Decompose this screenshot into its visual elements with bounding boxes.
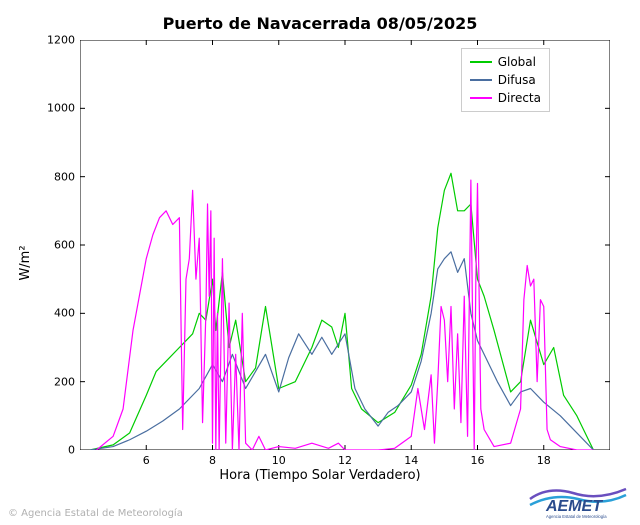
x-tick-label: 18 (537, 454, 551, 467)
series-difusa (90, 252, 594, 450)
x-tick-label: 12 (338, 454, 352, 467)
series-lines (90, 173, 594, 450)
x-tick-label: 6 (143, 454, 150, 467)
legend-swatch-directa (470, 97, 492, 99)
logo-subtext: Agencia Estatal de Meteorología (546, 514, 607, 519)
y-tick-label: 200 (35, 375, 75, 388)
chart-title: Puerto de Navacerrada 08/05/2025 (0, 14, 640, 33)
x-tick-label: 10 (272, 454, 286, 467)
legend: Global Difusa Directa (461, 48, 550, 112)
series-global (90, 173, 594, 450)
x-tick-label: 16 (471, 454, 485, 467)
x-tick-label: 14 (404, 454, 418, 467)
legend-swatch-difusa (470, 79, 492, 81)
y-axis-label: W/m² (18, 245, 33, 280)
legend-swatch-global (470, 61, 492, 63)
x-tick-label: 8 (209, 454, 216, 467)
y-tick-label: 800 (35, 170, 75, 183)
y-tick-label: 600 (35, 239, 75, 252)
y-tick-label: 400 (35, 307, 75, 320)
legend-label: Directa (498, 91, 541, 105)
legend-label: Global (498, 55, 536, 69)
logo-text: AEMET (545, 498, 603, 515)
y-tick-label: 1000 (35, 102, 75, 115)
y-tick-label: 1200 (35, 34, 75, 47)
copyright-text: © Agencia Estatal de Meteorología (8, 508, 183, 519)
y-tick-label: 0 (35, 444, 75, 457)
legend-item-difusa: Difusa (470, 71, 541, 89)
legend-item-global: Global (470, 53, 541, 71)
aemet-logo: AEMET Agencia Estatal de Meteorología (528, 481, 628, 521)
legend-label: Difusa (498, 73, 536, 87)
legend-item-directa: Directa (470, 89, 541, 107)
